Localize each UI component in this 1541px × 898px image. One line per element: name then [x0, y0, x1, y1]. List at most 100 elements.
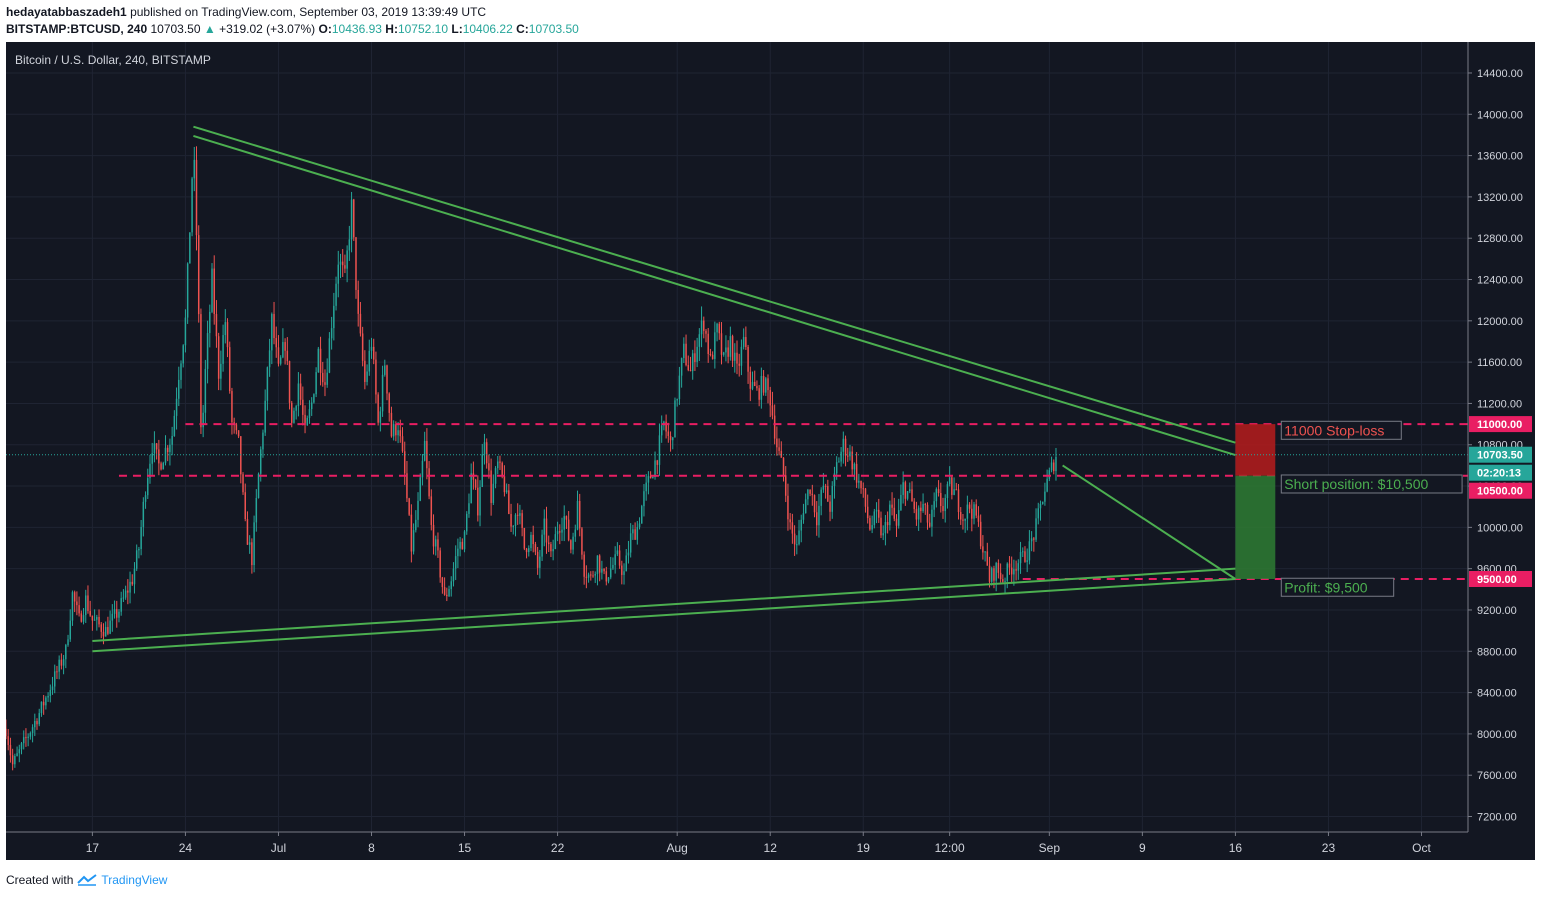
candle-body	[322, 372, 324, 383]
candle-body	[906, 491, 909, 499]
candle-body	[820, 489, 822, 506]
candle-body	[944, 498, 946, 512]
candle-body	[140, 526, 142, 549]
candle-body	[672, 437, 674, 441]
candle-body	[7, 736, 9, 746]
price-tick-label: 12800.00	[1477, 233, 1523, 245]
candle-body	[897, 510, 900, 526]
candle-body	[760, 375, 763, 400]
high-label: H:	[385, 22, 398, 36]
price-chart[interactable]: 11000 Stop-loss Short position: $10,500 Pr…	[5, 42, 1535, 860]
candle-body	[813, 495, 816, 513]
candle-body	[162, 462, 165, 470]
candle-body	[590, 574, 592, 576]
stop-loss-zone[interactable]	[1235, 424, 1276, 476]
candle-body	[107, 627, 109, 634]
author-name[interactable]: hedayatabbaszadeh1	[6, 5, 127, 19]
candle-body	[889, 504, 891, 526]
candle-body	[1028, 541, 1031, 561]
tradingview-logo-icon	[77, 874, 97, 886]
candle-body	[636, 527, 639, 540]
candle-body	[822, 485, 825, 490]
profit-zone[interactable]	[1235, 475, 1276, 579]
lower-trendline-2[interactable]	[92, 577, 1236, 653]
tradingview-link[interactable]: TradingView	[101, 873, 168, 887]
chart-frame[interactable]: 11000 Stop-loss Short position: $10,500 Pr…	[5, 42, 1535, 860]
candle-body	[180, 363, 182, 380]
candle-body	[166, 447, 169, 453]
candle-body	[609, 568, 612, 578]
countdown-badge	[1469, 464, 1532, 481]
candle-body	[1035, 518, 1037, 540]
candle-body	[262, 432, 264, 450]
candle-body	[42, 701, 45, 706]
upper-trendline-1[interactable]	[193, 125, 1236, 444]
candle-body	[711, 354, 714, 359]
candle-body	[585, 576, 588, 578]
candle-body	[605, 571, 608, 582]
candle-body	[519, 513, 521, 516]
candle-body	[647, 476, 650, 483]
profit-label[interactable]: Profit: $9,500	[1280, 577, 1395, 597]
candle-body	[756, 386, 758, 389]
stop-loss-label[interactable]: 11000 Stop-loss	[1280, 420, 1402, 440]
candle-body	[745, 337, 747, 347]
candle-body	[847, 455, 849, 457]
candle-body	[962, 519, 964, 521]
candle-body	[884, 522, 887, 534]
projection-line[interactable]	[1062, 464, 1236, 580]
candle-body	[492, 483, 495, 503]
candle-body	[353, 199, 355, 238]
candle-body	[975, 504, 977, 516]
candle-body	[521, 513, 523, 528]
candle-body	[574, 529, 577, 537]
candle-body	[251, 542, 253, 566]
candle-body	[27, 736, 29, 738]
candle-body	[501, 462, 503, 477]
candle-body	[616, 550, 619, 555]
candle-body	[534, 544, 537, 552]
candle-body	[802, 513, 805, 520]
candle-body	[111, 613, 114, 621]
candle-body	[428, 468, 430, 497]
candle-body	[494, 468, 497, 484]
price-tick-label: 7200.00	[1477, 812, 1517, 824]
candle-body	[20, 743, 23, 750]
candle-body	[259, 449, 262, 474]
candle-body	[618, 550, 621, 566]
candle-body	[674, 400, 676, 438]
candle-body	[244, 492, 246, 520]
candle-body	[490, 470, 492, 503]
time-tick-label: 22	[551, 841, 565, 855]
candle-body	[716, 323, 718, 333]
candle-body	[18, 749, 21, 754]
candle-body	[984, 551, 986, 553]
profit-label-text: Profit: $9,500	[1284, 579, 1367, 595]
candle-body	[652, 477, 654, 479]
lower-trendline-1[interactable]	[92, 567, 1236, 642]
candle-body	[512, 525, 515, 527]
candle-body	[882, 533, 884, 536]
short-position-label[interactable]: Short position: $10,500	[1280, 474, 1463, 494]
candle-body	[454, 556, 457, 569]
candle-body	[561, 529, 563, 533]
candle-body	[215, 314, 218, 337]
candle-body	[539, 556, 541, 568]
candle-body	[87, 595, 89, 612]
candle-body	[40, 701, 43, 714]
candle-body	[988, 565, 991, 582]
candle-body	[335, 283, 337, 306]
candle-body	[38, 713, 40, 725]
candle-body	[951, 477, 953, 495]
footer: Created with TradingView	[6, 873, 167, 887]
candle-body	[1024, 551, 1026, 562]
candle-body	[73, 592, 76, 602]
candle-body	[530, 534, 532, 549]
upper-trendline-2[interactable]	[193, 135, 1236, 457]
candle-body	[700, 320, 703, 335]
candle-body	[955, 489, 958, 491]
candle-body	[120, 598, 122, 612]
drawings[interactable]: 11000 Stop-loss Short position: $10,500 Pr…	[6, 125, 1468, 653]
candle-body	[638, 523, 641, 528]
candle-body	[100, 624, 103, 632]
